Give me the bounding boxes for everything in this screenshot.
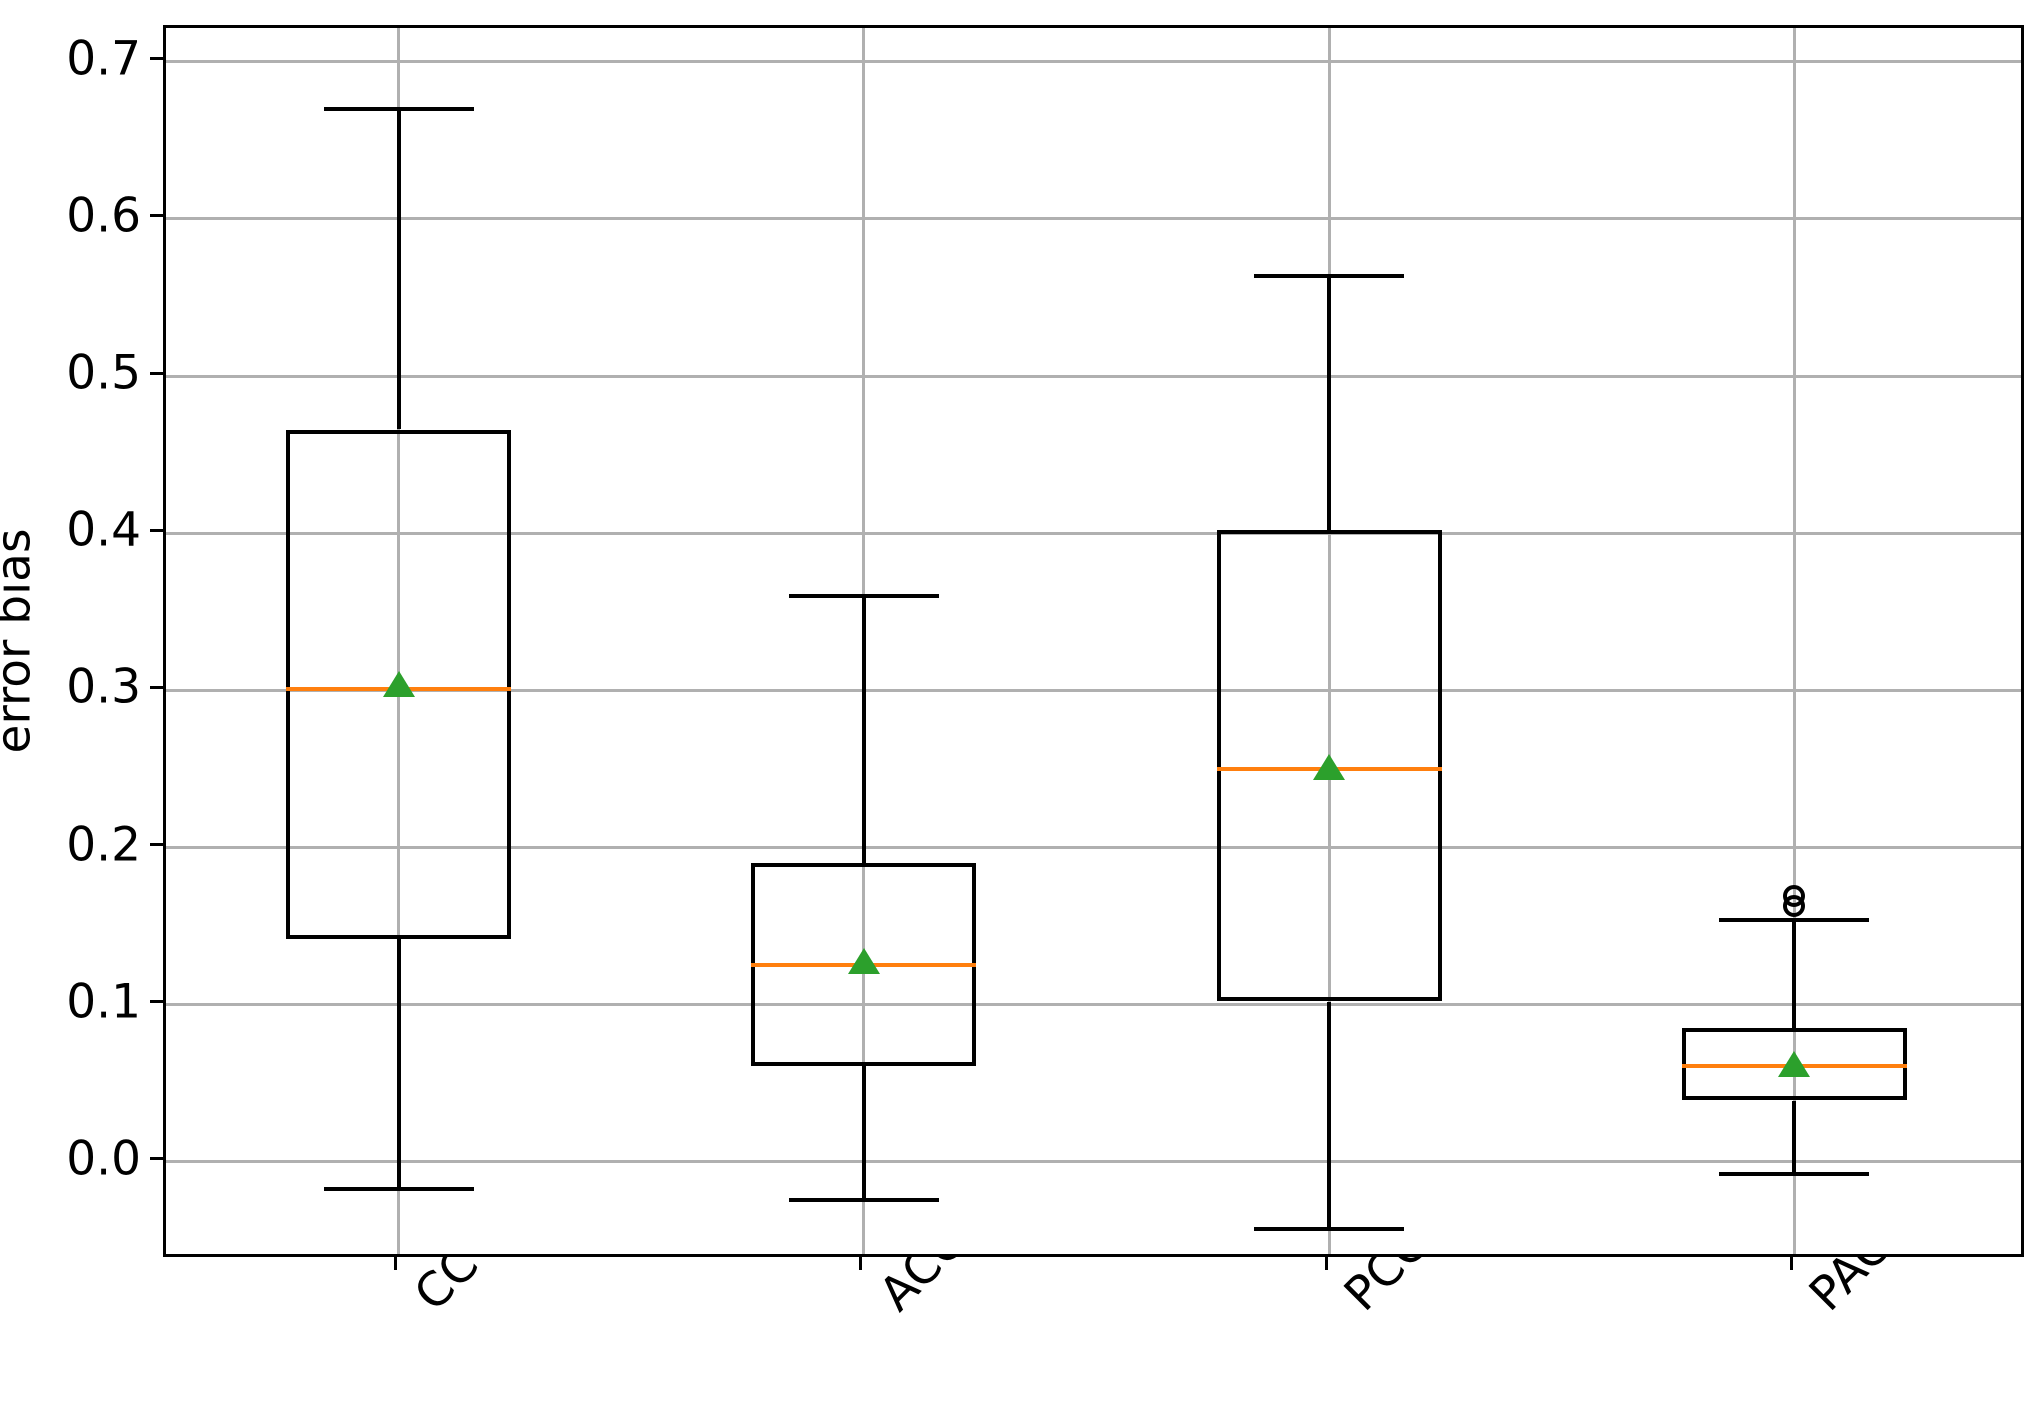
x-axis-tick-mark xyxy=(859,1257,863,1270)
plot-inner xyxy=(166,28,2021,1254)
gridline-horizontal xyxy=(166,1003,2021,1007)
whisker-cap-lower xyxy=(323,1186,474,1191)
gridline-vertical xyxy=(1792,28,1796,1254)
y-axis-tick-label: 0.3 xyxy=(66,659,141,715)
boxplot-group xyxy=(166,28,2021,1254)
y-axis-tick-mark xyxy=(150,843,163,846)
y-axis-tick-label: 0.7 xyxy=(66,31,141,87)
gridline-vertical xyxy=(397,28,401,1254)
whisker-lower xyxy=(1792,1100,1797,1175)
x-axis-tick-mark xyxy=(394,1257,398,1270)
y-axis-tick-mark xyxy=(150,528,163,532)
whisker-lower xyxy=(1327,1001,1332,1230)
y-axis-tick-mark xyxy=(150,57,163,61)
mean-marker-triangle xyxy=(1778,1051,1811,1078)
outlier-marker xyxy=(1783,885,1806,908)
x-axis-tick-mark xyxy=(1789,1257,1793,1270)
whisker-cap-lower xyxy=(1254,1227,1405,1232)
gridline-horizontal xyxy=(166,688,2021,692)
gridline-horizontal xyxy=(166,374,2021,378)
x-axis-tick-mark xyxy=(1324,1257,1328,1270)
boxplot-group xyxy=(166,28,2021,1254)
whisker-cap-lower xyxy=(788,1197,939,1202)
y-axis-tick-mark xyxy=(150,1157,163,1161)
whisker-lower xyxy=(396,938,401,1189)
gridline-horizontal xyxy=(166,1160,2021,1164)
plot-area xyxy=(163,25,2024,1257)
whisker-cap-upper xyxy=(1719,917,1870,922)
whisker-upper xyxy=(1792,919,1797,1029)
gridline-vertical xyxy=(1327,28,1331,1254)
box-iqr xyxy=(286,429,512,939)
box-iqr xyxy=(1216,530,1442,1002)
whisker-cap-upper xyxy=(1254,273,1405,278)
boxplot-group xyxy=(166,28,2021,1254)
y-axis-tick-mark xyxy=(150,371,163,375)
mean-marker-triangle xyxy=(1313,754,1346,781)
y-axis-tick-mark xyxy=(150,1000,163,1004)
mean-marker-triangle xyxy=(382,671,415,698)
whisker-upper xyxy=(1327,275,1332,531)
whisker-cap-upper xyxy=(323,106,474,111)
y-axis-tick-mark xyxy=(150,685,163,689)
y-axis-tick-label: 0.0 xyxy=(66,1131,141,1187)
gridline-horizontal xyxy=(166,60,2021,64)
y-axis-tick-label: 0.4 xyxy=(66,502,141,558)
y-axis-tick-mark xyxy=(150,214,163,218)
whisker-lower xyxy=(861,1065,866,1200)
whisker-cap-lower xyxy=(1719,1172,1870,1177)
gridline-horizontal xyxy=(166,217,2021,221)
whisker-cap-upper xyxy=(788,594,939,599)
y-axis-tick-label: 0.5 xyxy=(66,345,141,401)
gridline-horizontal xyxy=(166,531,2021,535)
whisker-upper xyxy=(861,596,866,864)
y-axis-tick-label: 0.1 xyxy=(66,974,141,1030)
boxplot-group xyxy=(166,28,2021,1254)
y-axis-label: error bias xyxy=(0,528,42,754)
y-axis-tick-label: 0.6 xyxy=(66,188,141,244)
gridline-horizontal xyxy=(166,846,2021,849)
whisker-upper xyxy=(396,108,401,430)
y-axis-tick-label: 0.2 xyxy=(66,817,141,872)
mean-marker-triangle xyxy=(847,947,880,974)
